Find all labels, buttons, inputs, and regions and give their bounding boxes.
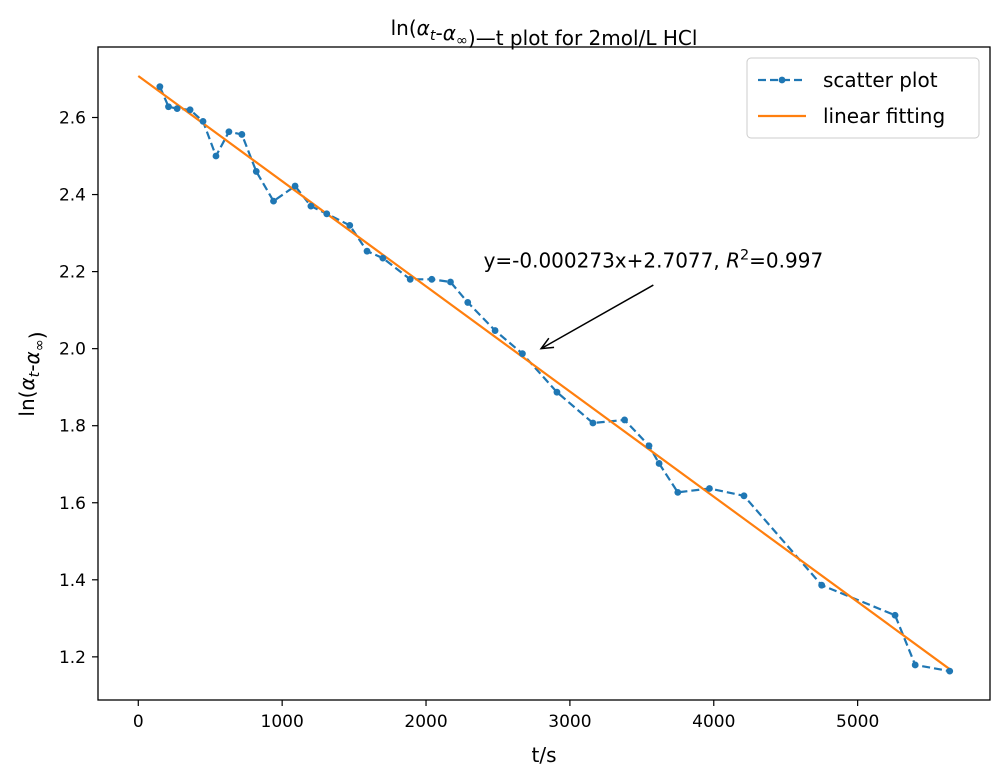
linear-fit-line (137, 75, 951, 671)
scatter-point (428, 275, 436, 283)
legend: scatter plot linear fitting (746, 57, 980, 139)
scatter-point (252, 168, 260, 175)
scatter-point (491, 327, 499, 334)
scatter-point (406, 275, 414, 283)
legend-label-scatter: scatter plot (823, 68, 938, 92)
scatter-point (519, 350, 526, 358)
scatter-point (225, 128, 233, 136)
fit-equation-annotation: y=-0.000273x+2.7077, R2=0.997 (484, 248, 824, 350)
x-axis-ticks: 0 1000 2000 3000 4000 5000 (133, 700, 879, 732)
scatter-point (706, 485, 713, 492)
y-tick-label: 2.6 (59, 109, 86, 129)
x-tick-label: 5000 (836, 712, 879, 732)
annotation-arrow-line (540, 284, 654, 350)
x-tick-label: 1000 (261, 712, 304, 732)
y-axis-label: ln(αt-α∞) (15, 331, 49, 416)
y-tick-label: 1.2 (59, 648, 86, 668)
x-axis-label: t/s (532, 743, 557, 767)
x-tick-label: 2000 (404, 712, 447, 732)
legend-box (746, 57, 980, 139)
scatter-point (911, 661, 919, 669)
scatter-point (818, 581, 826, 589)
scatter-point (165, 103, 172, 111)
legend-scatter-marker (778, 76, 786, 84)
y-tick-label: 2.2 (59, 263, 86, 283)
scatter-point (186, 106, 194, 114)
y-tick-label: 1.4 (59, 571, 86, 591)
y-tick-label: 1.6 (59, 494, 86, 514)
scatter-point (346, 221, 354, 229)
scatter-point (323, 210, 331, 218)
scatter-point (307, 202, 315, 210)
scatter-point (270, 197, 277, 205)
scatter-point (655, 460, 663, 467)
scatter-point (212, 152, 220, 160)
x-tick-label: 0 (133, 712, 144, 732)
scatter-point (946, 667, 954, 675)
scatter-point (621, 416, 628, 424)
y-tick-label: 2.4 (59, 186, 86, 206)
scatter-point (291, 182, 299, 190)
fit-equation-text: y=-0.000273x+2.7077, R2=0.997 (484, 248, 824, 273)
scatter-point (379, 254, 387, 262)
scatter-point (238, 131, 246, 138)
y-axis-ticks: 1.2 1.4 1.6 1.8 2.0 2.2 2.4 2.6 (59, 109, 98, 668)
scatter-point (740, 492, 748, 500)
chart-title: ln(αt-α∞)—t plot for 2mol/L HCl (391, 16, 698, 50)
x-tick-label: 3000 (548, 712, 591, 732)
plot-content (137, 75, 954, 675)
y-tick-label: 1.8 (59, 417, 86, 437)
scatter-point (464, 299, 472, 306)
y-tick-label: 2.0 (59, 340, 86, 360)
scatter-series-line (158, 86, 950, 673)
annotation-arrow-head (539, 337, 555, 350)
scatter-point (199, 117, 207, 125)
scatter-point (447, 278, 454, 286)
scatter-point (674, 488, 682, 496)
scatter-point (589, 419, 597, 427)
scatter-point (173, 105, 181, 113)
plot-area-frame (97, 46, 991, 701)
scatter-point (891, 611, 899, 619)
scatter-point (363, 247, 371, 255)
legend-label-fit: linear fitting (823, 104, 945, 128)
scatter-point (645, 442, 653, 450)
scatter-point (156, 83, 164, 91)
x-tick-label: 4000 (692, 712, 735, 732)
scatter-point (553, 388, 561, 396)
